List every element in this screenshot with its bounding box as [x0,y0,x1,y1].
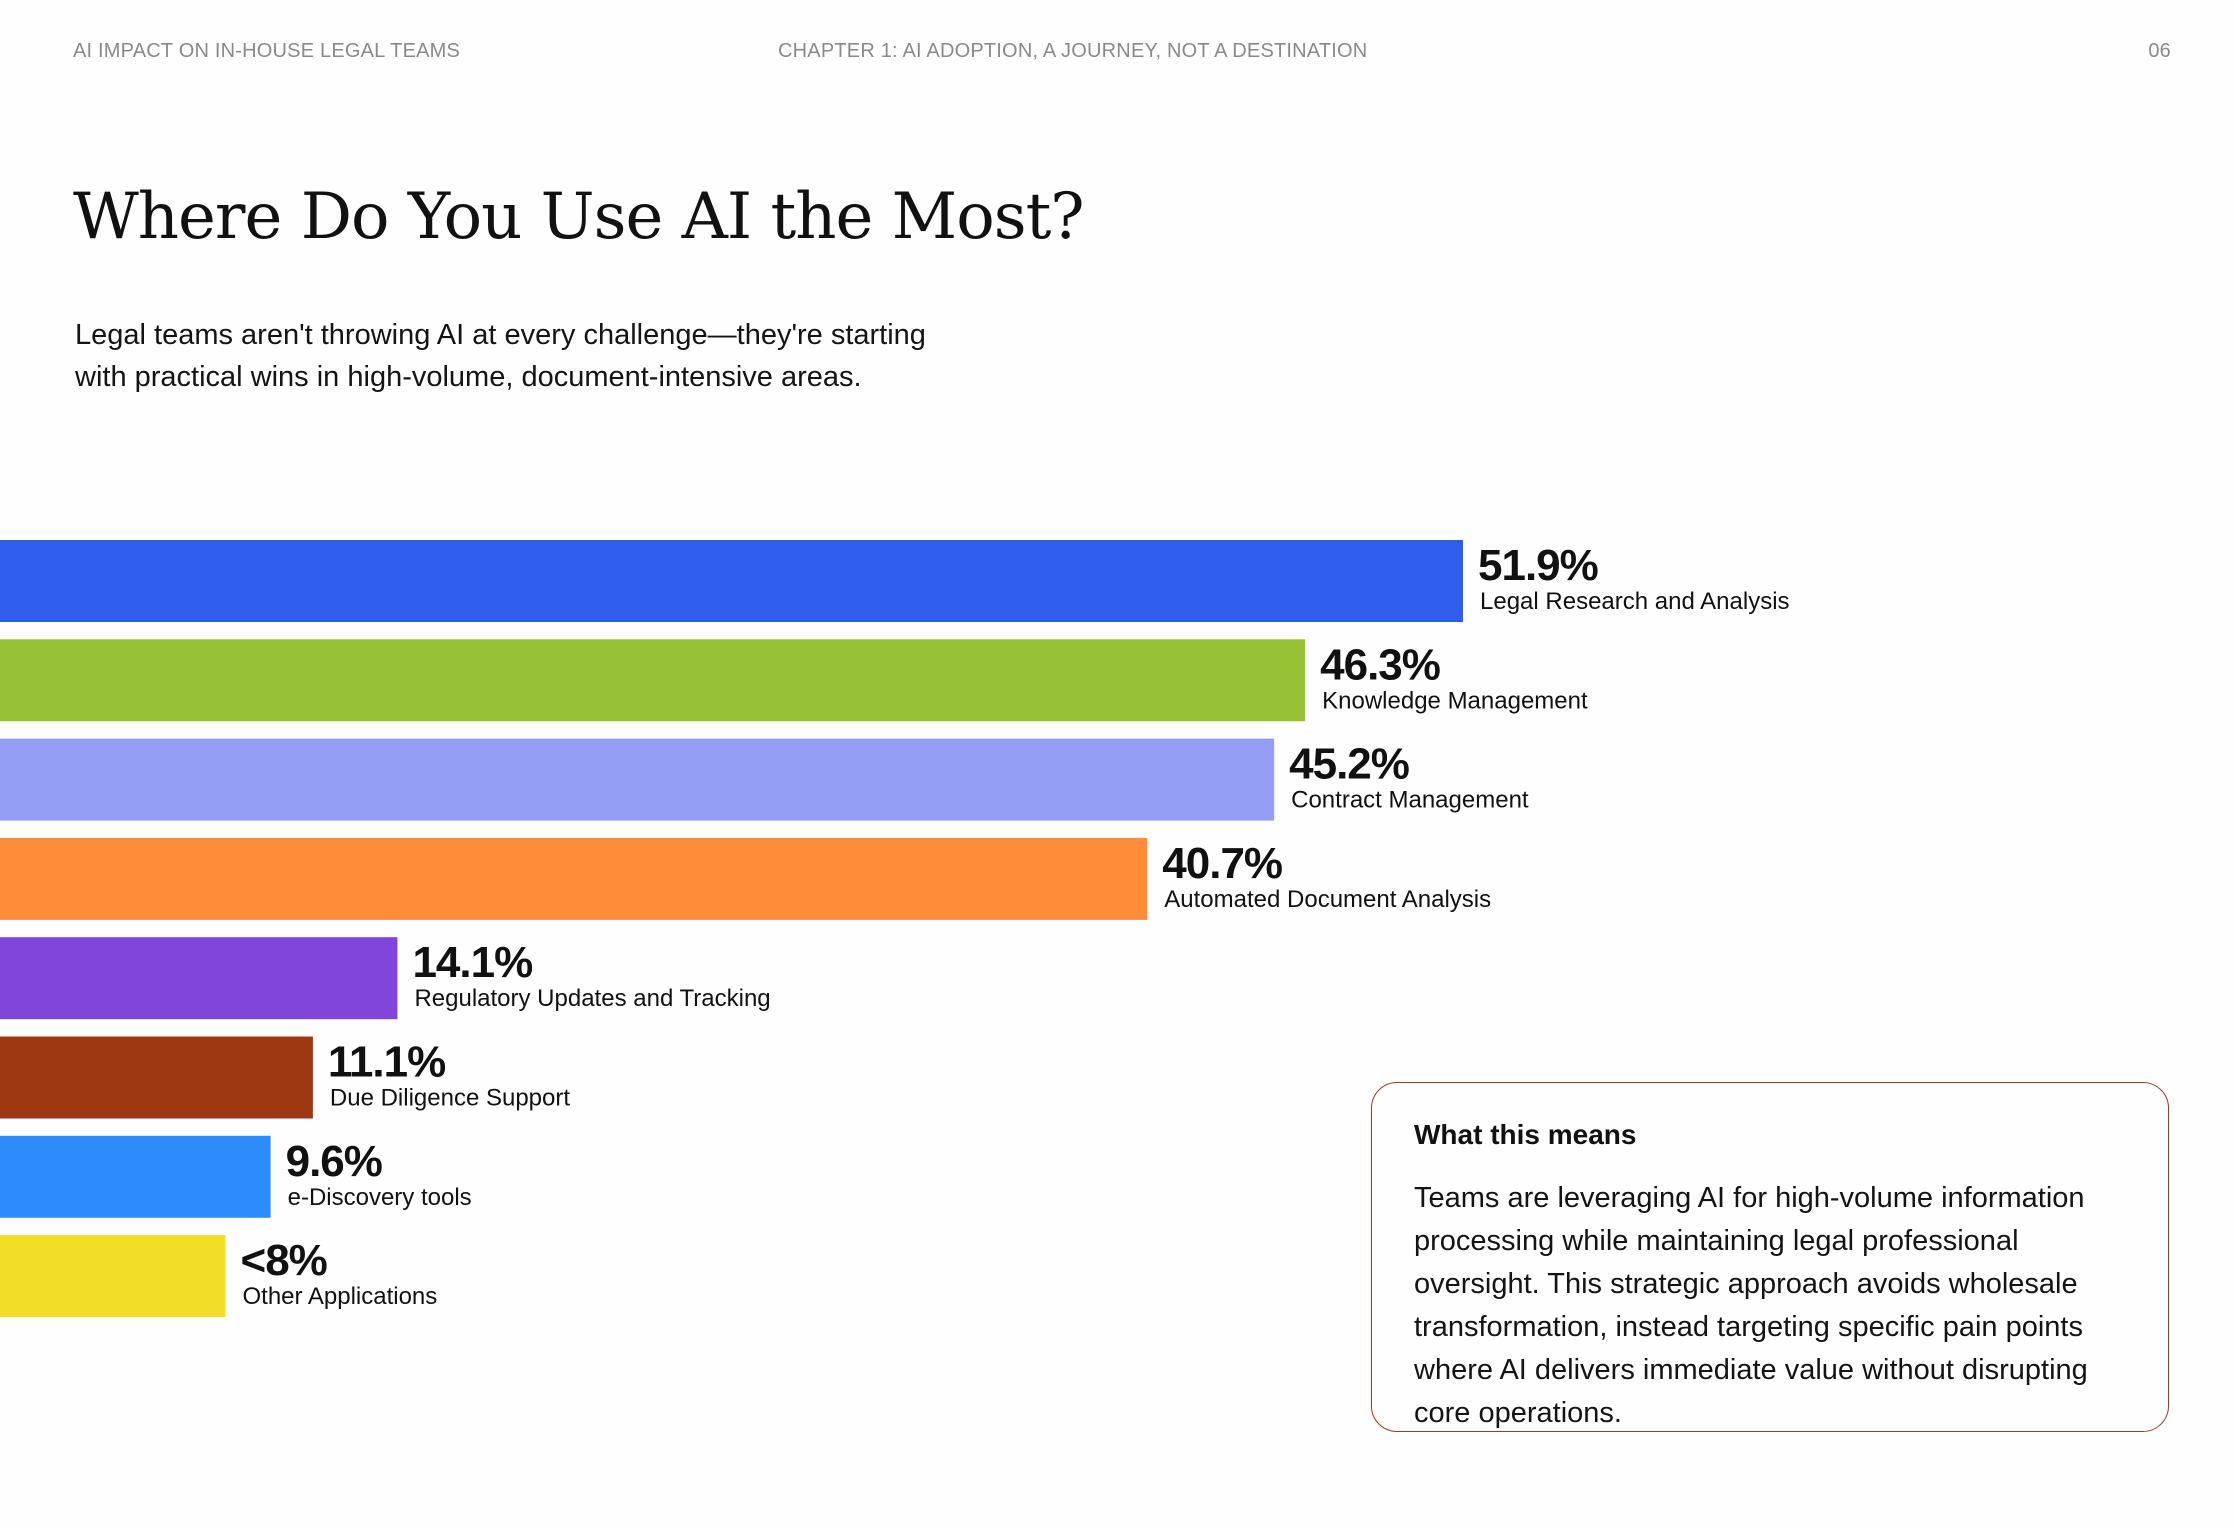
bar-regulatory-updates-and-tracking [0,937,398,1020]
running-head-chapter: CHAPTER 1: AI ADOPTION, A JOURNEY, NOT A… [778,40,1368,62]
bar-e-discovery-tools [0,1135,271,1218]
callout-heading: What this means [1414,1119,1637,1150]
bar-contract-management [0,738,1275,821]
value-label-e-discovery-tools: 9.6% [286,1137,382,1186]
value-label-due-diligence-support: 11.1% [328,1038,445,1087]
callout-body: Teams are leveraging AI for high-volume … [1414,1182,2088,1429]
category-label-due-diligence-support: Due Diligence Support [330,1085,570,1112]
value-label-other-applications: <8% [241,1236,327,1285]
page-subtitle: Legal teams aren't throwing AI at every … [75,319,926,393]
running-head-left: AI IMPACT ON IN-HOUSE LEGAL TEAMS [73,40,461,62]
category-label-e-discovery-tools: e-Discovery tools [288,1184,472,1211]
category-label-legal-research-and-analysis: Legal Research and Analysis [1480,588,1790,615]
value-label-knowledge-management: 46.3% [1320,640,1440,689]
category-label-other-applications: Other Applications [243,1283,438,1310]
bar-due-diligence-support [0,1036,313,1119]
bar-automated-document-analysis [0,837,1148,920]
category-label-knowledge-management: Knowledge Management [1322,687,1588,714]
insight-callout: What this means Teams are leveraging AI … [1371,1082,2169,1432]
category-label-contract-management: Contract Management [1291,787,1529,814]
bar-legal-research-and-analysis [0,540,1463,622]
bar-knowledge-management [0,639,1306,722]
value-label-automated-document-analysis: 40.7% [1162,839,1282,888]
value-label-contract-management: 45.2% [1289,740,1409,789]
usage-bar-chart: 51.9%Legal Research and Analysis 46.3%Kno… [0,540,1790,1318]
page-title: Where Do You Use AI the Most? [73,180,1085,254]
category-label-regulatory-updates-and-tracking: Regulatory Updates and Tracking [414,985,770,1012]
category-label-automated-document-analysis: Automated Document Analysis [1164,886,1491,913]
value-label-regulatory-updates-and-tracking: 14.1% [412,938,532,987]
value-label-legal-research-and-analysis: 51.9% [1478,541,1598,590]
bar-other-applications [0,1235,226,1318]
page-number: 06 [2148,40,2171,62]
